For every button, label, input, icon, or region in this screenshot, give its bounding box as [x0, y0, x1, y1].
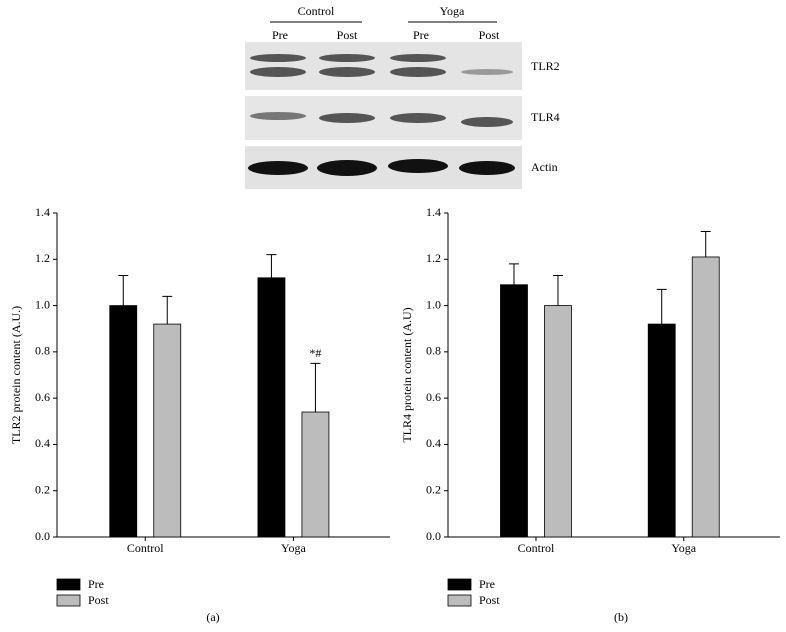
y-tick-label: 0.2	[426, 482, 441, 496]
legend-label: Pre	[479, 577, 495, 591]
y-tick-label: 0.2	[35, 482, 50, 496]
y-axis-label: TLR4 protein content (A.U)	[400, 307, 414, 442]
y-tick-label: 0.0	[35, 529, 50, 543]
error-bar	[266, 254, 277, 278]
error-bar	[656, 288, 667, 325]
x-tick-label: Control	[518, 541, 555, 555]
legend-swatch	[447, 594, 472, 607]
y-tick-label: 0.0	[426, 529, 441, 543]
error-bar	[310, 362, 321, 413]
y-tick-label: 1.4	[426, 205, 441, 219]
bar	[647, 323, 676, 538]
legend-swatch	[56, 594, 81, 607]
panel-label: (b)	[614, 610, 628, 624]
blot-panel	[245, 42, 522, 90]
legend-label: Post	[88, 593, 109, 607]
error-bar	[162, 295, 173, 325]
y-tick-label: 0.8	[35, 344, 50, 358]
legend-swatch	[56, 578, 81, 591]
row-label: TLR2	[531, 59, 560, 73]
y-tick-label: 1.2	[35, 251, 50, 265]
bar	[109, 305, 138, 538]
bar	[257, 277, 286, 538]
time-label: Post	[479, 28, 500, 42]
y-tick-label: 0.8	[426, 344, 441, 358]
y-tick-label: 1.0	[426, 297, 441, 311]
time-label: Pre	[413, 28, 429, 42]
bar	[544, 305, 572, 538]
y-tick-label: 0.6	[426, 390, 441, 404]
x-tick-label: Yoga	[281, 541, 306, 555]
error-bar	[700, 231, 711, 257]
x-tick-label: Control	[127, 541, 164, 555]
y-tick-label: 0.4	[35, 436, 50, 450]
y-tick-label: 1.2	[426, 251, 441, 265]
group-label: Yoga	[440, 4, 465, 18]
time-label: Pre	[272, 28, 288, 42]
legend-swatch	[447, 578, 472, 591]
error-bar	[508, 263, 519, 285]
annotation: *#	[309, 346, 321, 360]
group-label: Control	[298, 4, 335, 18]
y-tick-label: 1.0	[35, 297, 50, 311]
y-tick-label: 0.6	[35, 390, 50, 404]
panel-label: (a)	[206, 610, 219, 624]
x-tick-label: Yoga	[671, 541, 696, 555]
bar	[153, 323, 182, 538]
row-label: Actin	[531, 160, 558, 174]
error-bar	[118, 274, 129, 306]
legend-label: Pre	[88, 577, 104, 591]
bands	[248, 54, 515, 176]
legend-label: Post	[479, 593, 500, 607]
bar	[691, 256, 720, 538]
y-tick-label: 1.4	[35, 205, 50, 219]
time-label: Post	[337, 28, 358, 42]
bar	[301, 411, 330, 538]
western-blot: Control Yoga Pre Post Pre Post TLR2 TLR4…	[245, 4, 560, 189]
bar	[500, 284, 528, 538]
row-label: TLR4	[531, 110, 560, 124]
y-axis-label: TLR2 protein content (A.U.)	[9, 306, 23, 444]
error-bar	[552, 274, 563, 306]
y-tick-label: 0.4	[426, 436, 441, 450]
